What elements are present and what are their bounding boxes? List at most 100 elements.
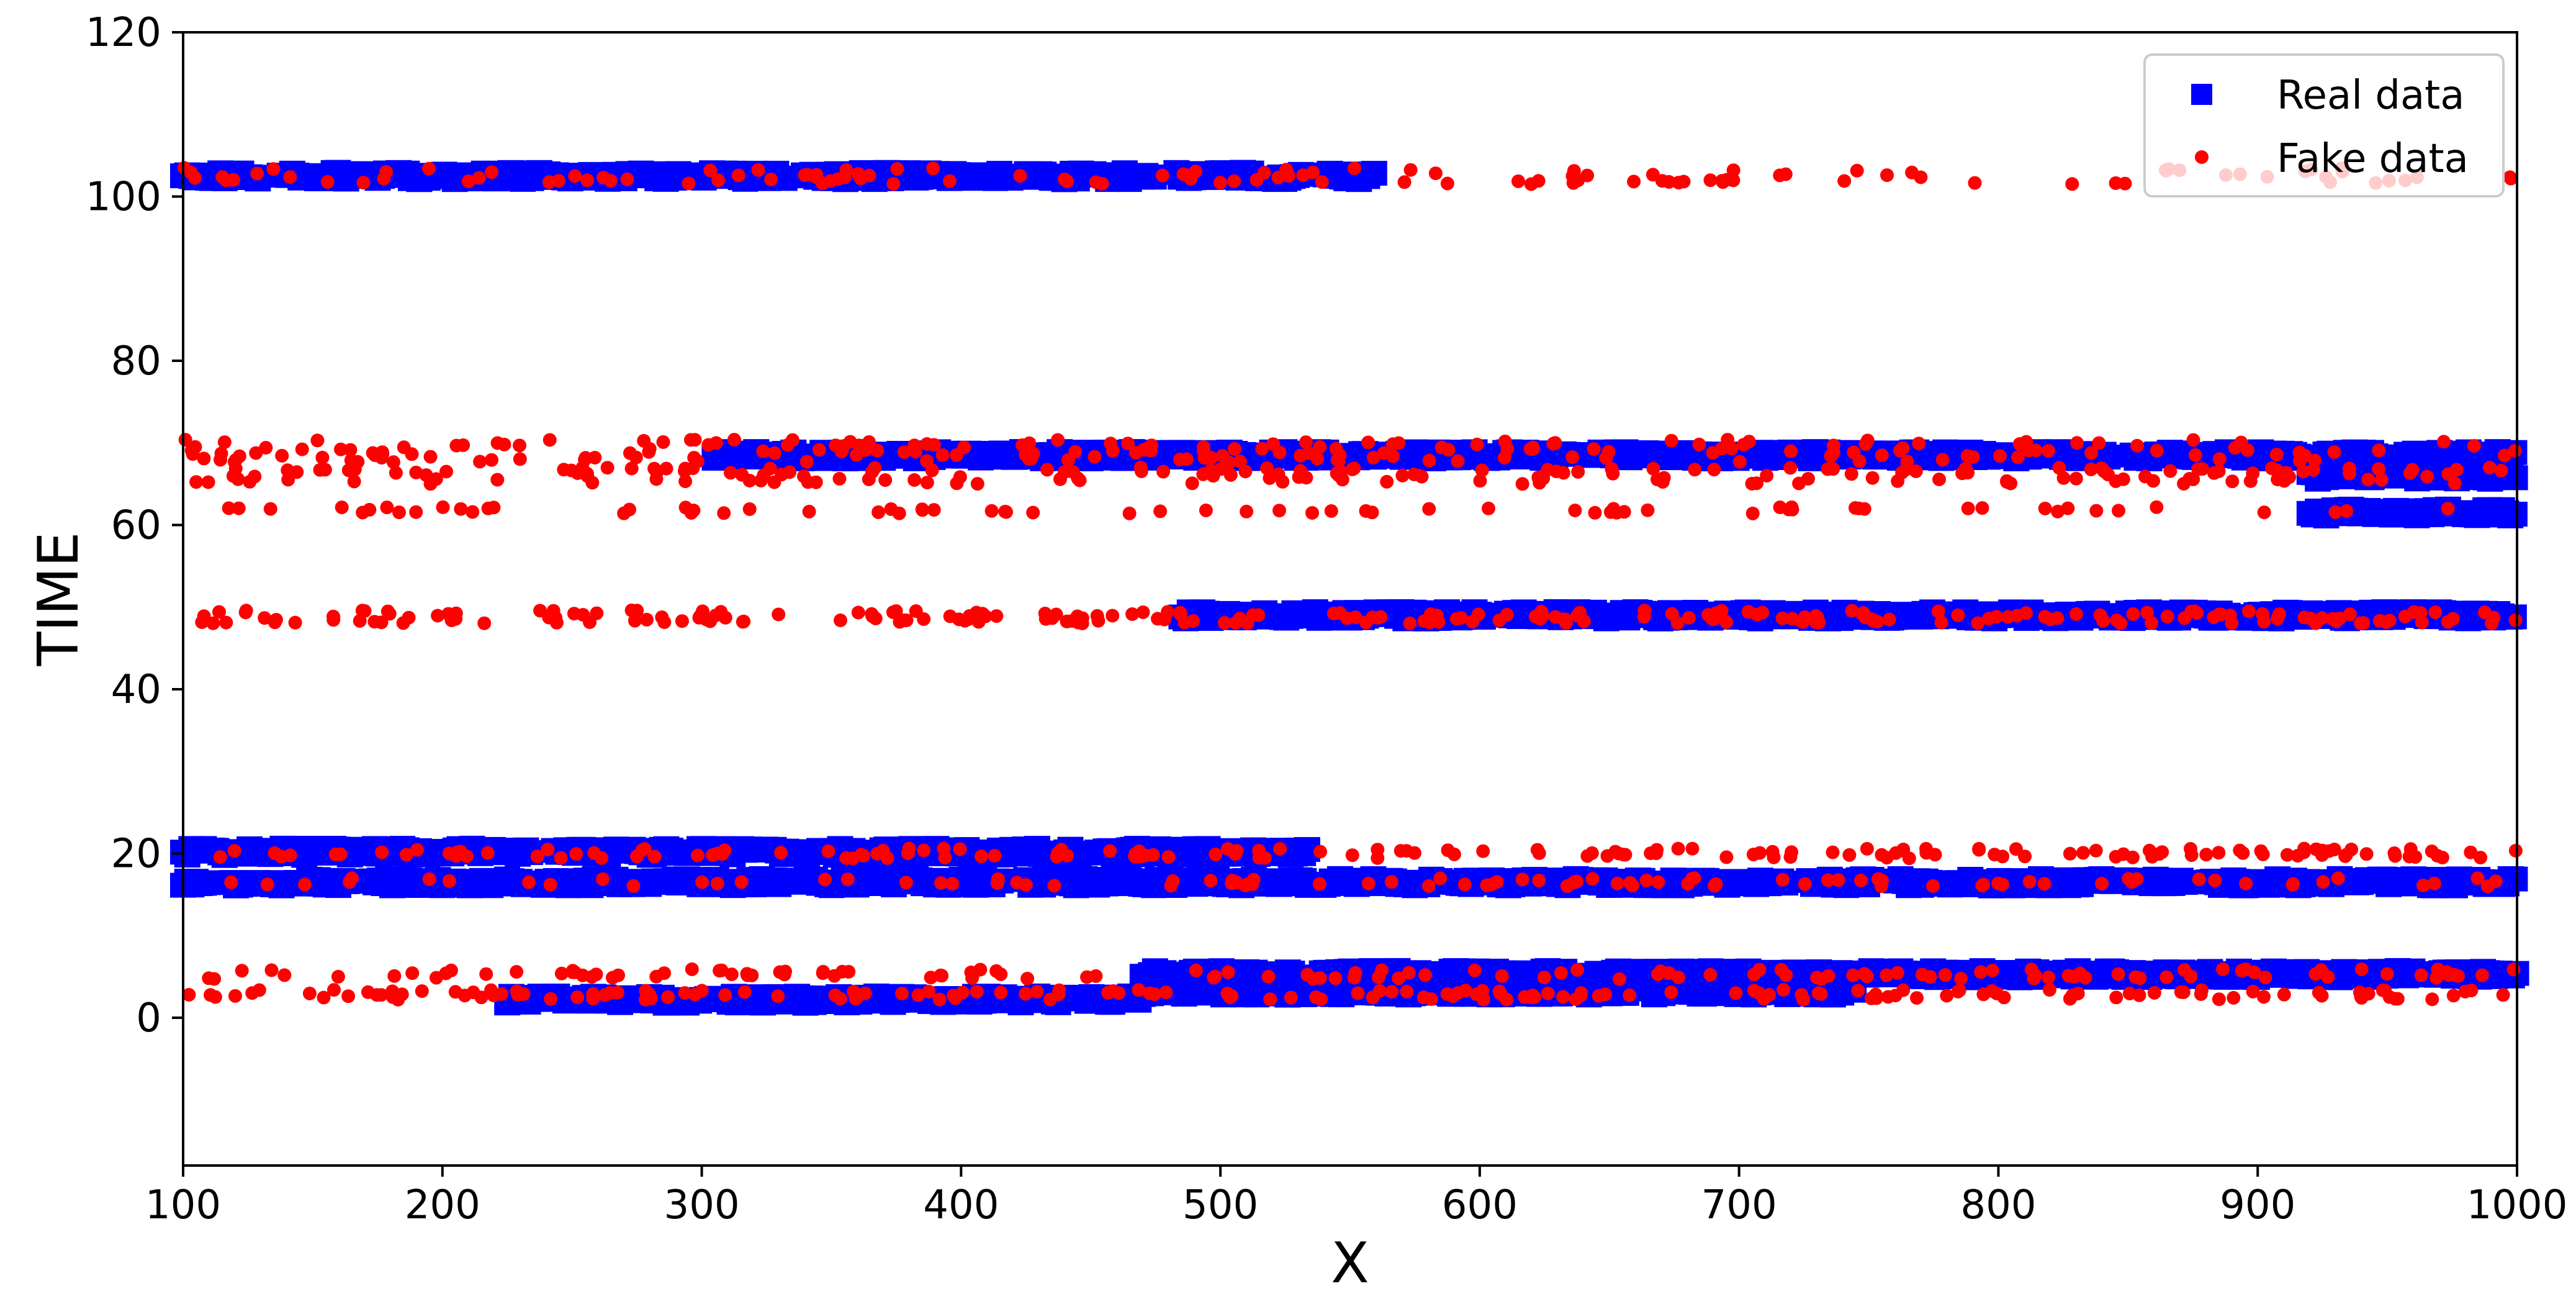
fake-data-point — [1732, 455, 1747, 469]
fake-data-point — [1403, 616, 1417, 630]
fake-data-point — [935, 448, 950, 462]
fake-data-point — [1882, 612, 1896, 627]
fake-data-point — [1573, 605, 1587, 620]
fake-data-point — [2420, 469, 2434, 484]
fake-data-point — [2041, 444, 2055, 458]
fake-data-point — [2508, 613, 2523, 627]
fake-data-point — [1721, 433, 1735, 447]
fake-data-point — [449, 606, 463, 620]
fake-data-point — [1719, 850, 1734, 864]
fake-data-point — [1351, 986, 1365, 1000]
fake-data-point — [1500, 608, 1514, 622]
fake-data-point — [1394, 844, 1408, 858]
fake-data-point — [1498, 434, 1512, 448]
fake-data-point — [1428, 166, 1443, 181]
fake-data-point — [227, 173, 241, 187]
fake-data-point — [1136, 605, 1150, 619]
fake-data-point — [1869, 991, 1883, 1005]
fake-data-point — [2243, 474, 2258, 488]
fake-data-point — [1784, 444, 1798, 458]
y-axis-label: TIME — [26, 532, 91, 666]
fake-data-point — [228, 989, 242, 1003]
fake-data-point — [718, 843, 732, 858]
y-tick-label: 120 — [86, 10, 161, 56]
fake-data-point — [1497, 451, 1511, 465]
fake-data-point — [2092, 436, 2106, 450]
fake-data-point — [2279, 466, 2294, 480]
fake-data-point — [1677, 174, 1691, 189]
fake-data-point — [1221, 965, 1235, 979]
fake-data-point — [1467, 963, 1482, 977]
fake-data-point — [695, 875, 709, 889]
fake-data-point — [1905, 165, 1919, 179]
fake-data-point — [2084, 462, 2098, 476]
fake-data-point — [1145, 438, 1159, 453]
fake-data-point — [718, 988, 732, 1002]
x-tick-label: 700 — [1701, 1182, 1777, 1228]
fake-data-point — [1874, 879, 1888, 894]
x-tick-label: 100 — [145, 1182, 221, 1228]
legend-fake-data-label: Fake data — [2277, 136, 2469, 182]
fake-data-point — [713, 964, 727, 978]
fake-data-point — [821, 844, 835, 858]
fake-data-point — [2372, 443, 2386, 458]
fake-data-point — [2065, 177, 2079, 191]
fake-data-point — [590, 606, 604, 620]
fake-data-point — [288, 615, 302, 630]
fake-data-point — [1233, 455, 1247, 469]
fake-data-point — [1617, 505, 1631, 519]
fake-data-point — [2448, 476, 2462, 491]
fake-data-point — [1559, 616, 1573, 630]
fake-data-point — [1928, 848, 1942, 862]
fake-data-point — [799, 455, 814, 469]
fake-data-point — [356, 505, 370, 520]
fake-data-point — [264, 963, 279, 977]
fake-data-point — [626, 879, 641, 893]
fake-data-point — [1536, 471, 1551, 486]
fake-data-point — [2327, 445, 2341, 460]
fake-data-point — [444, 963, 458, 977]
fake-data-point — [617, 506, 631, 520]
fake-data-point — [258, 611, 272, 625]
fake-data-point — [2306, 463, 2320, 477]
fake-data-point — [399, 848, 413, 862]
fake-data-point — [2290, 849, 2305, 863]
fake-data-point — [2208, 873, 2222, 887]
fake-data-point — [675, 614, 689, 628]
fake-data-point — [513, 438, 526, 453]
fake-data-point — [2207, 610, 2221, 625]
fake-data-point — [1263, 992, 1277, 1007]
fake-data-point — [2503, 170, 2517, 184]
fake-data-point — [2496, 988, 2510, 1002]
fake-data-point — [915, 502, 929, 517]
fake-data-point — [1671, 841, 1685, 856]
fake-data-point — [2467, 439, 2481, 453]
fake-data-point — [1798, 877, 1812, 891]
fake-data-point — [2437, 435, 2451, 449]
fake-data-point — [870, 443, 885, 458]
fake-data-point — [334, 442, 348, 456]
x-tick-label: 900 — [2220, 1182, 2295, 1228]
fake-data-point — [569, 847, 583, 861]
fake-data-point — [302, 986, 317, 1000]
fake-data-point — [1993, 449, 2007, 463]
fake-data-point — [1106, 609, 1120, 623]
fake-data-point — [2019, 606, 2033, 620]
fake-data-point — [1161, 850, 1176, 864]
x-tick-label: 1000 — [2467, 1182, 2568, 1228]
fake-data-point — [871, 505, 886, 519]
fake-data-point — [970, 477, 984, 491]
fake-data-point — [487, 989, 501, 1002]
fake-data-point — [1923, 970, 1937, 984]
fake-data-point — [1240, 616, 1254, 630]
fake-data-point — [477, 616, 492, 630]
fake-data-point — [1372, 984, 1387, 998]
fake-data-point — [1651, 875, 1665, 889]
fake-data-point — [2147, 985, 2161, 1000]
y-tick-label: 0 — [136, 995, 161, 1041]
fake-data-point — [1574, 989, 1588, 1003]
fake-data-point — [1610, 876, 1624, 890]
fake-data-point — [756, 444, 770, 458]
fake-data-point — [1324, 504, 1338, 518]
